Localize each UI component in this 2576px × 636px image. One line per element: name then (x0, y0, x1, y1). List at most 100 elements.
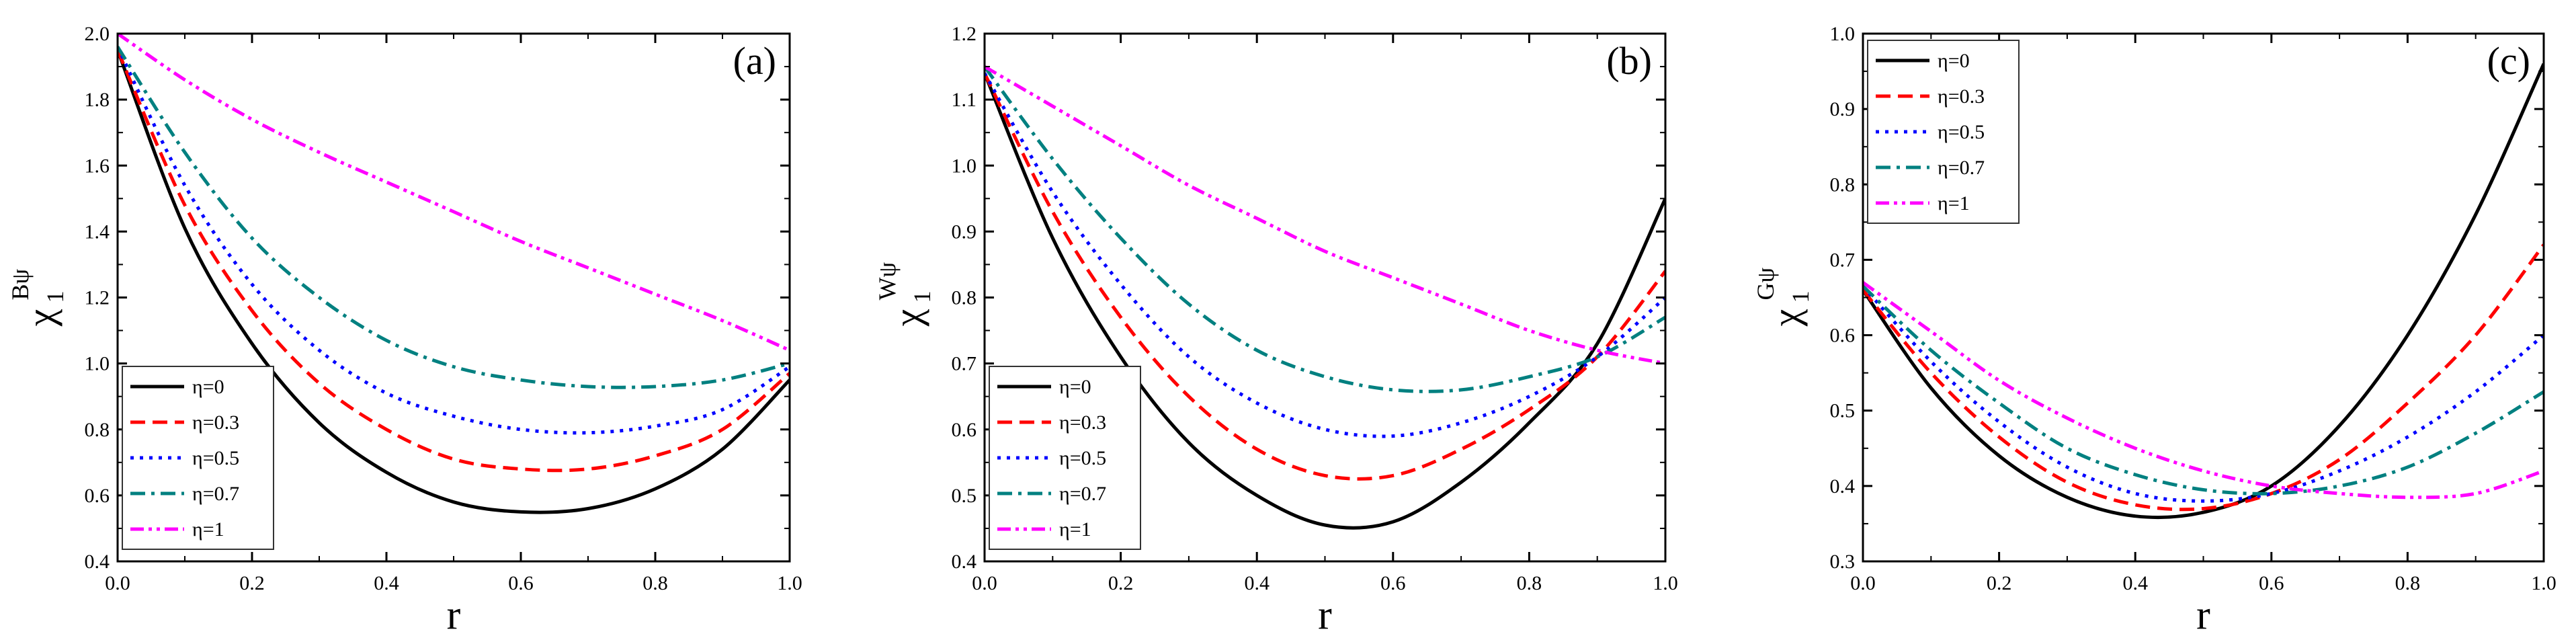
x-tick-label: 0.4 (1244, 572, 1270, 594)
y-tick-label: 1.4 (85, 221, 110, 243)
panel-label: (a) (733, 39, 776, 83)
legend-label: η=0 (192, 376, 224, 398)
x-tick-label: 0.4 (374, 572, 399, 594)
series-line-2 (985, 72, 1665, 481)
y-tick-label: 0.8 (85, 419, 110, 441)
legend-label: η=0.3 (1059, 411, 1106, 434)
y-tick-label: 1.0 (1830, 23, 1856, 45)
y-tick-label: 1.2 (85, 287, 110, 309)
y-axis-label-subscript: 1 (909, 291, 936, 303)
y-axis-label-subscript: 1 (1787, 291, 1814, 303)
legend-label: η=0.3 (1938, 85, 1985, 108)
legend-label: η=1 (1938, 192, 1970, 214)
y-tick-label: 0.8 (952, 287, 977, 309)
legend-label: η=0.3 (192, 411, 239, 434)
y-tick-label: 0.6 (1830, 325, 1856, 347)
y-tick-label: 1.6 (85, 155, 110, 177)
x-tick-label: 0.0 (1850, 572, 1876, 594)
legend-box (122, 366, 274, 550)
y-tick-label: 0.9 (952, 221, 977, 243)
panel-label: (b) (1606, 39, 1652, 83)
y-axis-label-symbol: χ (886, 309, 929, 327)
legend-label: η=0.7 (192, 483, 239, 505)
y-axis-label-superscript: Gψ (1752, 268, 1779, 301)
series-line-4 (118, 46, 790, 389)
series-line-4 (1863, 284, 2544, 495)
x-tick-label: 0.2 (1108, 572, 1134, 594)
legend-label: η=0 (1059, 376, 1091, 398)
x-tick-label: 0.0 (972, 572, 997, 594)
legend: η=0 η=0.3 η=0.5 η=0.7 η=1 (989, 366, 1141, 550)
legend-box (989, 366, 1141, 550)
series-line-5 (118, 34, 790, 352)
y-axis-label: χ 1 Bψ (7, 268, 69, 327)
legend-box (1867, 40, 2020, 224)
legend: η=0 η=0.3 η=0.5 η=0.7 η=1 (122, 366, 274, 550)
y-tick-label: 1.0 (85, 353, 110, 375)
y-axis-label-superscript: Bψ (7, 268, 34, 300)
x-tick-label: 0.8 (1517, 572, 1542, 594)
x-tick-label: 0.2 (239, 572, 265, 594)
series-line-1 (118, 49, 790, 514)
series-line-2 (118, 49, 790, 473)
series-line-5 (985, 65, 1665, 366)
y-tick-label: 0.3 (1830, 551, 1856, 573)
series-line-3 (1863, 285, 2544, 503)
y-tick-label: 1.1 (952, 89, 977, 111)
y-tick-label: 0.7 (1830, 249, 1856, 271)
x-tick-label: 0.2 (1987, 572, 2012, 594)
panel-b: 0.0 0.2 0.4 0.6 0.8 1.0 0.4 0.5 0.6 0.7 0.8 0.9 1.0 1… (874, 23, 1678, 636)
y-axis-label-subscript: 1 (42, 291, 69, 303)
series-line-4 (985, 65, 1665, 393)
legend-label: η=0.7 (1059, 483, 1106, 505)
legend-label: η=0.5 (1938, 121, 1985, 143)
x-axis-label: r (1318, 592, 1332, 636)
legend-label: η=0.5 (1059, 447, 1106, 469)
legend-label: η=1 (1059, 518, 1091, 541)
y-tick-label: 0.6 (952, 419, 977, 441)
y-tick-label: 0.6 (85, 485, 110, 507)
x-tick-label: 0.6 (1380, 572, 1406, 594)
y-axis-label-superscript: Wψ (874, 262, 901, 301)
series-line-3 (985, 72, 1665, 438)
x-tick-label: 0.6 (508, 572, 534, 594)
y-tick-label: 0.5 (1830, 400, 1856, 422)
panel-c: 0.0 0.2 0.4 0.6 0.8 1.0 0.3 0.4 0.5 0.6 0.7 0.8 0.9 1… (1752, 23, 2557, 636)
y-axis-label: χ 1 Gψ (1752, 268, 1814, 327)
y-tick-label: 0.4 (1830, 475, 1856, 498)
legend-label: η=0.5 (192, 447, 239, 469)
x-tick-label: 0.0 (105, 572, 130, 594)
y-tick-label: 1.8 (85, 89, 110, 111)
legend: η=0 η=0.3 η=0.5 η=0.7 η=1 (1867, 40, 2020, 224)
series-line-2 (1863, 243, 2544, 512)
y-axis-label: χ 1 Wψ (874, 262, 936, 327)
y-tick-label: 1.0 (952, 155, 977, 177)
legend-label: η=0.7 (1938, 157, 1985, 179)
y-axis-label-symbol: χ (19, 309, 63, 327)
y-tick-label: 0.5 (952, 485, 977, 507)
x-tick-label: 1.0 (777, 572, 802, 594)
x-tick-label: 0.8 (2395, 572, 2421, 594)
x-tick-label: 1.0 (2531, 572, 2557, 594)
series-line-3 (118, 46, 790, 435)
x-tick-label: 0.8 (642, 572, 668, 594)
y-tick-label: 0.7 (952, 353, 977, 375)
y-tick-label: 2.0 (85, 23, 110, 45)
y-tick-label: 0.4 (85, 551, 110, 573)
legend-label: η=0 (1938, 50, 1970, 72)
panel-a: 0.0 0.2 0.4 0.6 0.8 1.0 0.4 0.6 0.8 1.0 1.2 1.4 1.6 1… (7, 23, 802, 636)
series-line-1 (1863, 63, 2544, 520)
x-tick-label: 0.6 (2259, 572, 2284, 594)
x-tick-label: 1.0 (1653, 572, 1678, 594)
y-tick-label: 1.2 (952, 23, 977, 45)
y-tick-label: 0.4 (952, 551, 977, 573)
y-tick-label: 0.9 (1830, 98, 1856, 120)
x-axis-label: r (2196, 592, 2210, 636)
y-tick-label: 0.8 (1830, 173, 1856, 196)
panel-label: (c) (2487, 39, 2530, 83)
y-axis-label-symbol: χ (1764, 309, 1808, 327)
x-tick-label: 0.4 (2122, 572, 2148, 594)
legend-label: η=1 (192, 518, 224, 541)
